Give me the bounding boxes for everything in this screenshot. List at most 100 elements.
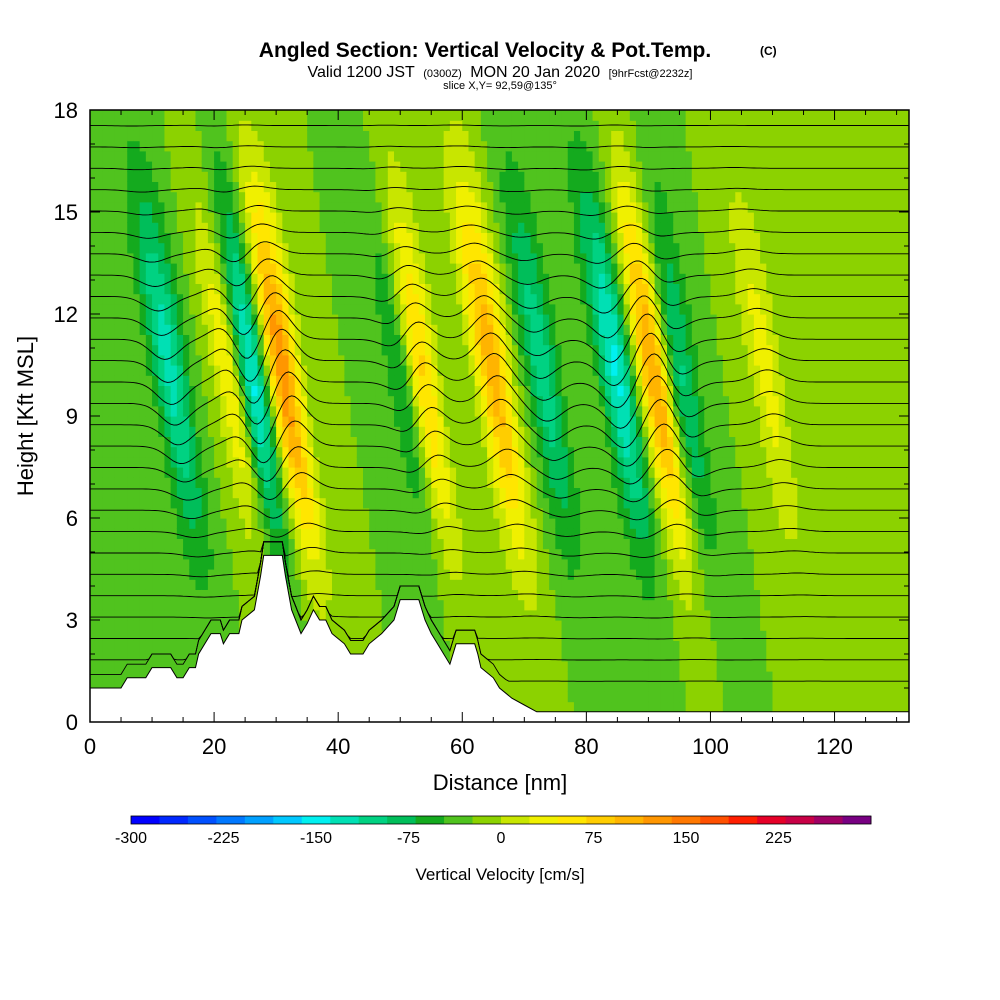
velocity-cell	[226, 497, 234, 509]
velocity-cell	[518, 660, 525, 672]
velocity-cell	[344, 314, 352, 325]
velocity-cell	[158, 252, 166, 264]
velocity-cell	[152, 130, 159, 142]
velocity-cell	[592, 507, 600, 519]
velocity-cell	[331, 558, 339, 570]
slice-info: slice X,Y= 92,59@135°	[443, 80, 557, 92]
velocity-cell	[276, 314, 283, 325]
velocity-cell	[313, 324, 321, 335]
velocity-cell	[586, 426, 594, 437]
velocity-cell	[282, 518, 290, 529]
velocity-cell	[121, 446, 128, 458]
velocity-cell	[567, 436, 575, 448]
velocity-cell	[530, 446, 538, 458]
velocity-cell	[524, 365, 532, 376]
velocity-cell	[325, 487, 333, 499]
velocity-cell	[505, 110, 513, 121]
velocity-cell	[530, 691, 538, 703]
velocity-cell	[201, 293, 209, 305]
velocity-cell	[462, 171, 470, 182]
velocity-cell	[90, 416, 97, 427]
velocity-cell	[307, 538, 314, 550]
velocity-cell	[511, 242, 519, 254]
velocity-cell	[96, 558, 103, 570]
velocity-cell	[518, 609, 525, 621]
velocity-cell	[468, 252, 476, 264]
velocity-cell	[437, 436, 445, 448]
velocity-cell	[288, 477, 296, 488]
velocity-cell	[592, 528, 600, 539]
velocity-cell	[232, 416, 240, 427]
velocity-cell	[344, 456, 352, 468]
velocity-cell	[468, 171, 476, 182]
velocity-cell	[282, 405, 290, 417]
velocity-cell	[505, 232, 513, 244]
velocity-cell	[425, 538, 432, 550]
velocity-cell	[598, 354, 606, 366]
velocity-cell	[406, 222, 414, 233]
velocity-cell	[363, 456, 370, 468]
velocity-cell	[542, 201, 550, 213]
velocity-cell	[139, 222, 147, 233]
velocity-cell	[580, 334, 587, 346]
velocity-cell	[387, 609, 395, 621]
velocity-cell	[400, 385, 408, 397]
velocity-cell	[152, 222, 159, 233]
velocity-cell	[201, 599, 209, 611]
velocity-cell	[425, 456, 432, 468]
velocity-cell	[505, 252, 513, 264]
velocity-cell	[387, 405, 395, 417]
velocity-cell	[176, 589, 184, 601]
velocity-cell	[573, 528, 581, 539]
velocity-cell	[288, 232, 296, 244]
velocity-cell	[586, 242, 594, 254]
velocity-cell	[580, 436, 587, 448]
velocity-cell	[90, 538, 97, 550]
velocity-cell	[555, 558, 563, 570]
velocity-cell	[164, 599, 172, 611]
velocity-cell	[573, 303, 581, 315]
velocity-cell	[561, 201, 569, 213]
velocity-cell	[102, 640, 110, 652]
velocity-cell	[139, 487, 147, 499]
velocity-cell	[530, 650, 538, 662]
velocity-cell	[561, 589, 569, 601]
velocity-cell	[586, 334, 594, 346]
velocity-cell	[294, 528, 302, 539]
velocity-cell	[238, 365, 246, 376]
velocity-cell	[530, 548, 538, 560]
velocity-cell	[220, 599, 228, 611]
velocity-cell	[158, 558, 166, 570]
velocity-cell	[480, 365, 488, 376]
velocity-cell	[487, 599, 494, 611]
velocity-cell	[133, 375, 141, 386]
velocity-cell	[294, 477, 302, 488]
velocity-cell	[468, 201, 476, 213]
velocity-cell	[108, 385, 116, 397]
velocity-cell	[189, 528, 197, 539]
velocity-cell	[226, 477, 234, 488]
velocity-cell	[257, 273, 265, 284]
velocity-cell	[282, 181, 290, 193]
velocity-cell	[307, 497, 314, 509]
velocity-cell	[511, 395, 519, 407]
velocity-cell	[542, 293, 550, 305]
velocity-cell	[108, 314, 116, 325]
velocity-cell	[294, 405, 302, 417]
velocity-cell	[493, 528, 501, 539]
velocity-cell	[462, 375, 470, 386]
velocity-cell	[214, 558, 221, 570]
velocity-cell	[127, 507, 135, 519]
velocity-cell	[406, 558, 414, 570]
velocity-cell	[511, 681, 519, 692]
velocity-cell	[245, 436, 252, 448]
velocity-cell	[96, 640, 103, 652]
velocity-cell	[114, 589, 122, 601]
velocity-cell	[549, 405, 556, 417]
velocity-cell	[530, 477, 538, 488]
velocity-cell	[276, 467, 283, 478]
velocity-cell	[102, 497, 110, 509]
velocity-cell	[164, 395, 172, 407]
velocity-cell	[133, 273, 141, 284]
